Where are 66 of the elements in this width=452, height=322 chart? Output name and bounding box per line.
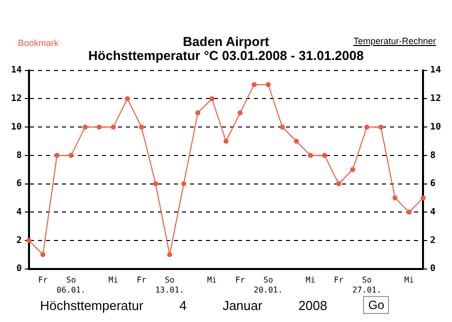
x-tick-label: So 20.01.	[254, 276, 283, 294]
chart-title: Baden Airport	[182, 34, 270, 49]
point	[336, 181, 342, 186]
y2-tick-label: 12	[430, 94, 442, 104]
point	[322, 152, 328, 158]
point	[82, 124, 88, 130]
y2-tick-label: 2	[430, 236, 436, 246]
point	[294, 138, 299, 144]
y-tick-label: 10	[10, 122, 22, 132]
point	[195, 110, 200, 116]
point	[110, 124, 116, 130]
x-tick-label: Fr	[235, 276, 246, 285]
point	[54, 152, 60, 158]
point	[224, 138, 228, 144]
x-tick-label: Fr	[38, 276, 48, 285]
y-tick-label: 12	[10, 94, 22, 104]
y2-tick-label: 0	[430, 264, 436, 274]
y2-tick-label: 10	[430, 122, 442, 132]
chart-subtitle: Höchsttemperatur °C 03.01.2008 - 31.01.2008	[87, 48, 365, 63]
y2-tick-label: 4	[430, 207, 436, 218]
x-tick-label: Fr	[334, 276, 344, 285]
point	[167, 252, 172, 258]
point	[153, 181, 158, 186]
point	[252, 82, 257, 88]
y-tick-label: 14	[10, 66, 22, 76]
x-tick-label: So 27.01.	[352, 276, 382, 294]
y-tick-label: 6	[16, 179, 22, 190]
y-tick-label: 2	[16, 236, 22, 246]
point	[238, 110, 243, 116]
y2-tick-label: 6	[430, 179, 436, 190]
x-tick-label: So 13.01.	[155, 276, 184, 294]
text: Januar	[222, 298, 262, 312]
point	[308, 152, 313, 158]
point	[364, 124, 370, 130]
point	[40, 252, 46, 258]
y-tick-label: 0	[16, 264, 22, 274]
point	[350, 167, 356, 172]
point	[139, 124, 144, 130]
y-tick-label: 8	[16, 150, 22, 161]
point	[181, 181, 186, 186]
point	[420, 195, 426, 200]
x-tick-label: Mi	[404, 276, 414, 285]
point	[26, 238, 32, 243]
text: Bookmark	[18, 38, 59, 48]
x-tick-label: So 06.01.	[56, 276, 86, 294]
text: Go	[363, 296, 390, 314]
point	[266, 82, 271, 88]
x-tick-label: Mi	[108, 276, 118, 285]
point	[124, 96, 130, 102]
text: Höchsttemperatur	[40, 298, 144, 312]
point	[68, 152, 74, 158]
text: 2008	[298, 298, 328, 312]
point	[280, 124, 285, 130]
x-tick-label: Fr	[136, 276, 146, 285]
y2-tick-label: 14	[430, 66, 442, 76]
point	[378, 124, 384, 130]
x-tick-label: Mi	[207, 276, 217, 285]
point	[209, 96, 214, 102]
text: 4	[179, 298, 187, 312]
y-tick-label: 4	[16, 207, 22, 218]
point	[406, 210, 412, 215]
text: Temperatur-Rechner	[353, 36, 436, 46]
y2-tick-label: 8	[430, 150, 436, 161]
x-tick-label: Mi	[306, 276, 316, 285]
point	[392, 195, 398, 200]
point	[96, 124, 102, 130]
